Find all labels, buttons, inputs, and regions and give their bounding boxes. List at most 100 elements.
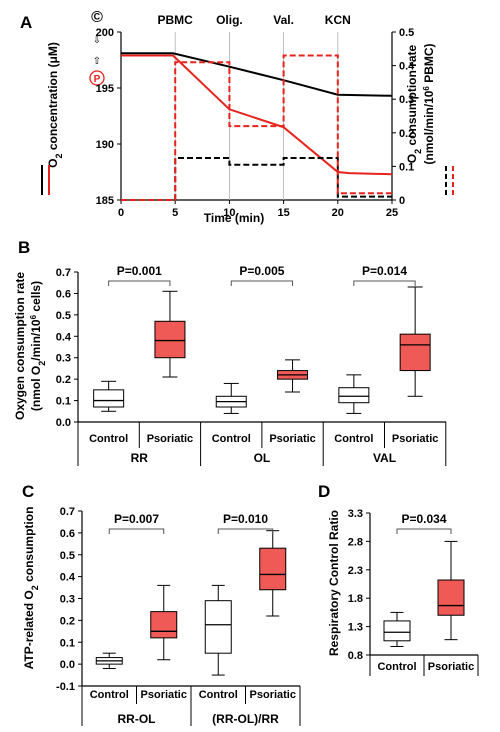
panel-a-right-tick-label: 0.2 [399,128,414,140]
panel-d-chart: Respiratory Control Ratio 0.8 1.3 1.8 2.3 2.… [327,508,479,676]
y-tick-label: 0.2 [56,374,71,386]
y-tick-label: 0.6 [60,528,75,540]
panel-label-c: C [22,482,34,501]
y-tick-label: 0.5 [60,550,75,562]
panel-a-x-tick-label: 0 [118,207,124,219]
category-label: Control [377,661,416,673]
psoriatic-marker-circle [89,70,105,86]
category-label: Control [89,433,128,445]
control-marker-symbol: © [91,9,103,26]
panel-label-a: A [20,13,32,32]
p-value-bracket [230,280,294,286]
box-control [204,600,232,654]
p-value-label: P=0.010 [223,512,268,526]
category-label: Psoriatic [141,689,187,701]
y-tick-label: 0.5 [56,310,71,322]
panel-b-chart: Oxygen consumption rate (nmol O2/min/106… [13,264,447,466]
panel-a-right-tick-label: 0.1 [399,161,414,173]
p-value-label: P=0.034 [401,512,446,526]
p-value-label: P=0.007 [114,512,159,526]
panel-label-d: D [318,482,330,501]
p-value-bracket [108,528,165,534]
category-label: Control [334,433,373,445]
panel-a-event-label: KCN [325,13,351,27]
y-tick-label: 0.7 [60,506,75,518]
psoriatic-up-arrow-icon: ⇧ [93,56,101,67]
box-psoriatic [437,579,465,616]
p-value-label: P=0.014 [362,264,407,278]
panel-a-x-tick-label: 5 [172,207,178,219]
p-value-bracket [353,280,416,286]
box-control [383,620,411,642]
panel-a-right-tick-label: 0.4 [399,61,415,73]
box-psoriatic [399,333,431,372]
panel-a-left-tick-label: 190 [96,139,114,151]
panel-a-left-tick-label: 200 [96,27,114,39]
panel-a-series-psoriatic-rate [121,54,392,201]
panel-a-x-tick-label: 10 [223,207,235,219]
panel-a-right-axis-label-2: (nmol/min/106 PBMC) [422,43,437,164]
group-label: (RR-OL)/RR [212,712,279,726]
category-label: Control [199,689,238,701]
y-tick-label: 0.6 [56,288,71,300]
category-label: Psoriatic [250,689,296,701]
control-down-arrow-icon: ⇩ [93,35,101,46]
y-tick-label: 0.0 [56,417,71,429]
panel-a-right-axis-label-1: O2 consumption rate [405,44,423,163]
panel-b-y-axis-label-2: (nmol O2/min/106 cells) [29,281,48,411]
y-tick-label: 1.3 [348,622,363,634]
panel-c-y-axis-label: ATP-related O2 consumption [22,507,40,670]
category-label: Psoriatic [147,433,193,445]
y-tick-label: 0.3 [60,594,75,606]
y-tick-label: 0.0 [60,659,75,671]
panel-a-event-label: PBMC [158,13,194,27]
psoriatic-marker-symbol: P [94,74,101,85]
panel-d-y-axis-label: Respiratory Control Ratio [327,510,341,656]
p-value-bracket [396,528,452,534]
p-value-bracket [108,280,171,286]
group-label: RR-OL [118,712,156,726]
p-value-bracket [217,528,274,534]
category-label: Control [212,433,251,445]
category-label: Control [90,689,129,701]
panel-b-y-axis-label-1: Oxygen consumption rate [13,272,27,420]
box-control [93,389,125,408]
box-control [338,387,370,404]
y-tick-label: 0.4 [60,572,76,584]
category-label: Psoriatic [269,433,315,445]
y-tick-label: 2.3 [348,565,363,577]
panel-c-chart: ATP-related O2 consumption -0.1 0.0 0.1 0.2… [22,506,301,726]
group-label: VAL [373,451,396,465]
y-tick-label: 0.2 [60,615,75,627]
y-tick-label: 0.4 [56,331,72,343]
box-psoriatic [150,611,178,639]
panel-a-left-axis-label: O2 concentration (μM) [46,42,64,168]
y-tick-label: 0.7 [56,267,71,279]
panel-a-right-tick-label: 0.5 [399,27,414,39]
p-value-label: P=0.001 [117,264,162,278]
panel-a-series-control-concentration [121,52,393,97]
panel-a-series-psoriatic-concentration [121,54,393,176]
group-label: OL [254,451,271,465]
y-tick-label: 2.8 [348,536,363,548]
group-label: RR [131,451,149,465]
y-tick-label: 0.8 [348,650,363,662]
p-value-label: P=0.005 [239,264,284,278]
panel-a-left-tick-label: 195 [96,83,114,95]
category-label: Psoriatic [428,661,474,673]
panel-a-x-axis-label: Time (min) [204,211,264,225]
y-tick-label: 0.1 [56,396,71,408]
panel-a-chart: Time (min) O2 concentration (μM) O2 cons… [41,9,454,225]
box-psoriatic [259,547,287,591]
panel-a-event-label: Olig. [216,13,243,27]
y-tick-label: -0.1 [56,681,75,693]
y-tick-label: 0.3 [56,353,71,365]
panel-a-right-tick-label: 0.3 [399,94,414,106]
panel-a-event-label: Val. [273,13,294,27]
y-tick-label: 3.3 [348,508,363,520]
panel-a-x-tick-label: 25 [386,207,398,219]
category-label: Psoriatic [392,433,438,445]
panel-a-x-tick-label: 15 [277,207,289,219]
panel-a-right-tick-label: 0 [399,195,405,207]
